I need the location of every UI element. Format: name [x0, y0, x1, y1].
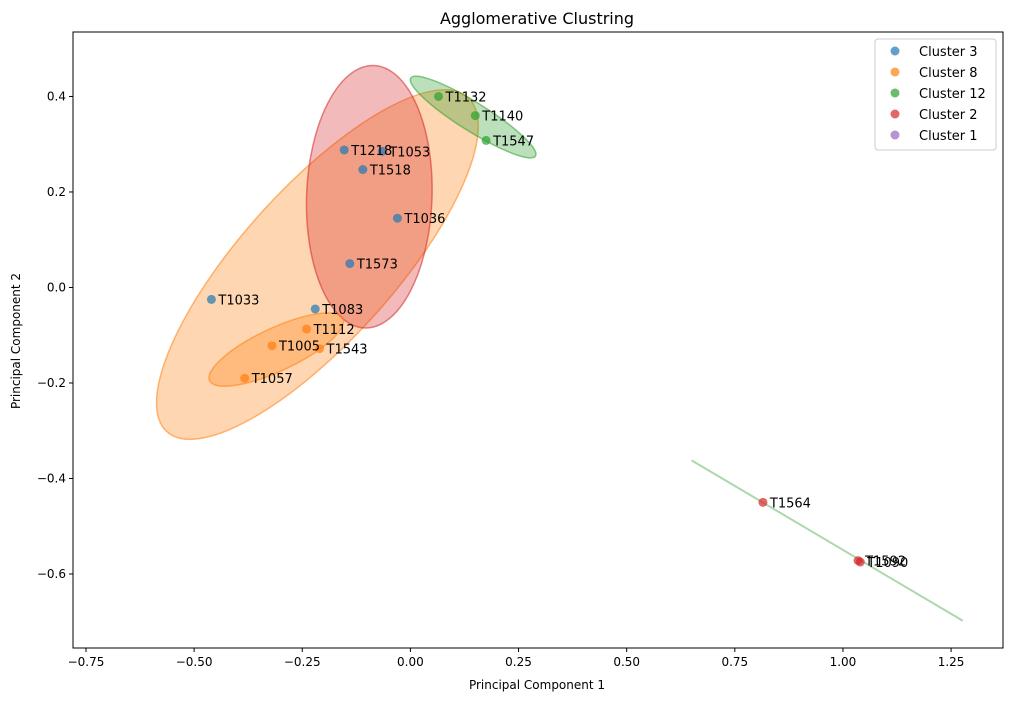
- point-label: T1090: [866, 556, 908, 571]
- x-tick-label: 0.00: [397, 655, 424, 669]
- point-label: T1033: [217, 293, 259, 308]
- legend-label: Cluster 3: [919, 45, 978, 60]
- legend-box: [874, 38, 997, 151]
- point-label: T1053: [388, 145, 430, 160]
- data-point: [339, 145, 349, 155]
- y-tick-label: 0.2: [47, 185, 66, 199]
- legend-marker: [890, 109, 900, 119]
- legend-label: Cluster 12: [919, 87, 986, 102]
- x-axis-label: Principal Component 1: [469, 678, 605, 692]
- point-label: T1140: [481, 110, 523, 125]
- data-point: [315, 344, 325, 354]
- x-tick-label: −0.25: [284, 655, 321, 669]
- y-axis-label: Principal Component 2: [9, 273, 23, 409]
- point-label: T1083: [321, 303, 363, 318]
- point-label: T1218: [350, 144, 392, 159]
- legend-label: Cluster 8: [919, 66, 978, 81]
- x-tick-label: 0.75: [721, 655, 748, 669]
- data-point: [345, 259, 355, 269]
- data-point: [855, 557, 865, 567]
- point-label: T1543: [326, 343, 368, 358]
- data-point: [758, 497, 768, 507]
- data-point: [434, 91, 444, 101]
- legend-marker: [890, 67, 900, 77]
- point-label: T1573: [356, 258, 398, 273]
- y-tick-label: 0.0: [47, 280, 66, 294]
- data-point: [470, 111, 480, 121]
- point-label: T1132: [445, 90, 487, 105]
- plot-frame: [72, 31, 1004, 649]
- data-point: [267, 341, 277, 351]
- cluster-ellipse: [305, 64, 433, 329]
- y-tick-label: 0.4: [47, 89, 66, 103]
- x-tick-label: 0.25: [505, 655, 532, 669]
- point-label: T1518: [369, 164, 411, 179]
- data-point: [206, 294, 216, 304]
- data-point: [358, 165, 368, 175]
- x-tick-label: 0.50: [613, 655, 640, 669]
- legend: Cluster 3 Cluster 8 Cluster 12 Cluster 2 Clu…: [874, 38, 997, 151]
- x-tick-label: 1.00: [830, 655, 857, 669]
- chart-title: Agglomerative Clustring: [440, 9, 634, 28]
- y-tick-label: −0.4: [37, 471, 66, 485]
- data-point: [310, 304, 320, 314]
- point-label: T1547: [492, 134, 534, 149]
- data-point: [377, 146, 387, 156]
- data-point: [302, 324, 312, 334]
- data-point: [392, 213, 402, 223]
- point-label: T1112: [313, 323, 355, 338]
- data-point: [240, 373, 250, 383]
- x-tick-label: 1.25: [938, 655, 965, 669]
- point-label: T1592: [864, 555, 906, 570]
- y-tick-label: −0.2: [37, 376, 66, 390]
- legend-marker: [890, 46, 900, 56]
- data-point: [481, 135, 491, 145]
- x-tick-label: −0.50: [176, 655, 213, 669]
- point-label: T1005: [278, 340, 320, 355]
- point-label: T1036: [403, 212, 445, 227]
- legend-label: Cluster 1: [919, 129, 978, 144]
- y-tick-label: −0.6: [37, 567, 66, 581]
- cluster-line: [691, 459, 964, 622]
- legend-marker: [890, 130, 900, 140]
- legend-label: Cluster 2: [919, 108, 978, 123]
- point-label: T1564: [769, 496, 811, 511]
- point-label: T1057: [251, 372, 293, 387]
- legend-marker: [890, 88, 900, 98]
- x-tick-label: −0.75: [68, 655, 105, 669]
